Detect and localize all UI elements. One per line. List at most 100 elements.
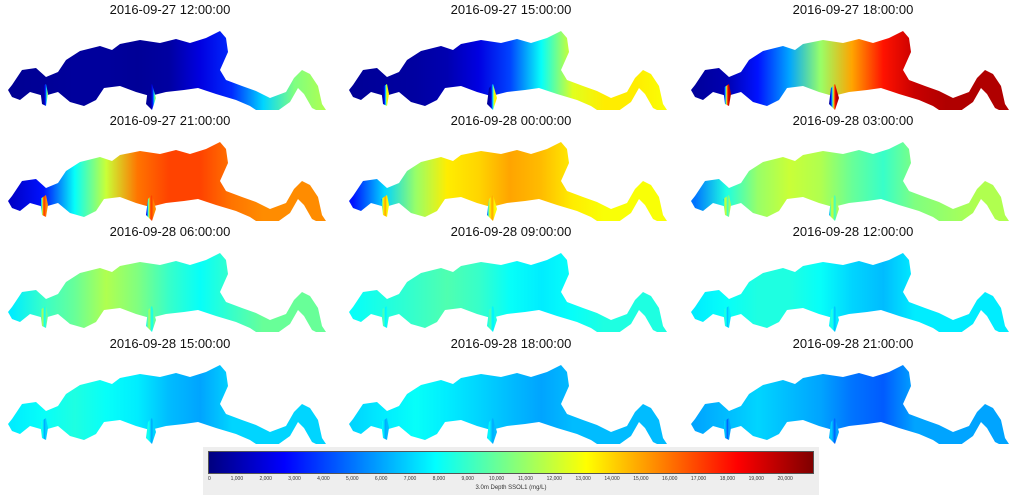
river-tributary [829, 84, 839, 110]
legend-tick-label: 17,000 [690, 476, 707, 482]
river-body [695, 365, 1009, 444]
map-panel: 2016-09-28 12:00:00 [683, 222, 1023, 333]
river-mouth [349, 196, 353, 208]
river-tributary [146, 84, 156, 110]
river-tributary [146, 418, 156, 444]
river-tributary [381, 306, 389, 328]
river-body [12, 142, 326, 221]
panel-timestamp: 2016-09-27 15:00:00 [450, 2, 572, 17]
river-tributary [40, 195, 48, 217]
legend-tick-label: 6,000 [374, 476, 388, 482]
river-tributary [487, 195, 497, 221]
river-mouth [691, 196, 695, 208]
legend-tick-label: 16,000 [662, 476, 678, 482]
legend-tick-label: 19,000 [748, 476, 764, 482]
river-mouth [8, 196, 12, 208]
river-tributary [381, 84, 389, 106]
panel-timestamp: 2016-09-28 15:00:00 [109, 336, 231, 351]
legend-tick-label: 2,000 [259, 476, 272, 482]
map-panel: 2016-09-27 12:00:00 [0, 0, 340, 111]
map-panel: 2016-09-27 18:00:00 [683, 0, 1023, 111]
river-tributary [829, 306, 839, 332]
river-body [353, 253, 667, 332]
legend-tick-label: 18,000 [719, 476, 736, 482]
legend-tick-label: 0 [208, 476, 211, 482]
map-panel: 2016-09-27 15:00:00 [341, 0, 681, 111]
river-mouth [691, 85, 695, 97]
river-tributary [723, 306, 731, 328]
river-tributary [829, 195, 839, 221]
river-mouth [349, 419, 353, 431]
panel-grid: 2016-09-27 12:00:00 2016-09-27 15:00:00 20… [0, 0, 1023, 445]
map-panel: 2016-09-28 00:00:00 [341, 111, 681, 222]
legend-tick-label: 4,000 [317, 476, 330, 482]
concentration-map [691, 142, 1009, 221]
river-tributary [381, 418, 389, 440]
map-panel: 2016-09-28 15:00:00 [0, 334, 340, 445]
legend-color-bar [208, 451, 814, 474]
legend-tick-label: 11,000 [517, 476, 533, 482]
legend-tick-label: 10,000 [488, 476, 505, 482]
river-body [353, 31, 667, 110]
concentration-map [8, 142, 326, 221]
river-mouth [691, 307, 695, 319]
river-mouth [8, 85, 12, 97]
legend-tick-label: 7,000 [403, 476, 417, 482]
concentration-map [8, 365, 326, 444]
panel-timestamp: 2016-09-28 18:00:00 [450, 336, 572, 351]
river-tributary [146, 195, 156, 221]
river-body [353, 365, 667, 444]
panel-timestamp: 2016-09-27 12:00:00 [109, 2, 231, 17]
legend-tick-label: 1,000 [230, 476, 244, 482]
legend-tick-label: 20,000 [777, 476, 793, 482]
color-legend: 0 1,000 2,000 3,000 4,000 5,000 6,000 7,000 8,00… [203, 447, 819, 495]
legend-tick-label: 12,000 [546, 476, 562, 482]
river-tributary [40, 84, 48, 106]
river-tributary [723, 84, 731, 106]
legend-tick-label: 14,000 [604, 476, 620, 482]
legend-tick-label: 8,000 [432, 476, 446, 482]
concentration-map [349, 253, 667, 332]
concentration-map [691, 253, 1009, 332]
river-tributary [829, 418, 839, 444]
map-panel: 2016-09-28 06:00:00 [0, 222, 340, 333]
concentration-map [8, 253, 326, 332]
river-body [695, 31, 1009, 110]
river-tributary [723, 418, 731, 440]
map-panel: 2016-09-28 03:00:00 [683, 111, 1023, 222]
concentration-map [349, 31, 667, 110]
legend-tick-label: 3,000 [288, 476, 301, 482]
river-mouth [8, 419, 12, 431]
legend-ticks: 0 1,000 2,000 3,000 4,000 5,000 6,000 7,000 8,00… [208, 476, 814, 484]
river-tributary [723, 195, 731, 217]
river-tributary [487, 84, 497, 110]
map-panel: 2016-09-28 21:00:00 [683, 334, 1023, 445]
river-tributary [40, 306, 48, 328]
concentration-map [691, 365, 1009, 444]
map-panel: 2016-09-28 09:00:00 [341, 222, 681, 333]
panel-timestamp: 2016-09-28 12:00:00 [792, 224, 914, 239]
panel-timestamp: 2016-09-28 03:00:00 [792, 113, 914, 128]
panel-timestamp: 2016-09-28 00:00:00 [450, 113, 572, 128]
panel-timestamp: 2016-09-27 21:00:00 [109, 113, 231, 128]
river-tributary [40, 418, 48, 440]
river-mouth [349, 307, 353, 319]
river-mouth [691, 419, 695, 431]
legend-tick-label: 9,000 [461, 476, 474, 482]
legend-tick-label: 15,000 [633, 476, 649, 482]
river-body [12, 31, 326, 110]
river-mouth [8, 307, 12, 319]
legend-label: 3.0m Depth SSOL1 (mg/L) [475, 485, 547, 491]
river-tributary [487, 418, 497, 444]
panel-timestamp: 2016-09-28 21:00:00 [792, 336, 914, 351]
river-body [12, 253, 326, 332]
panel-timestamp: 2016-09-28 09:00:00 [450, 224, 572, 239]
river-body [695, 142, 1009, 221]
panel-timestamp: 2016-09-27 18:00:00 [792, 2, 914, 17]
concentration-map [349, 365, 667, 444]
concentration-map [349, 142, 667, 221]
river-tributary [146, 306, 156, 332]
river-body [695, 253, 1009, 332]
river-mouth [349, 85, 353, 97]
legend-tick-label: 5,000 [346, 476, 359, 482]
